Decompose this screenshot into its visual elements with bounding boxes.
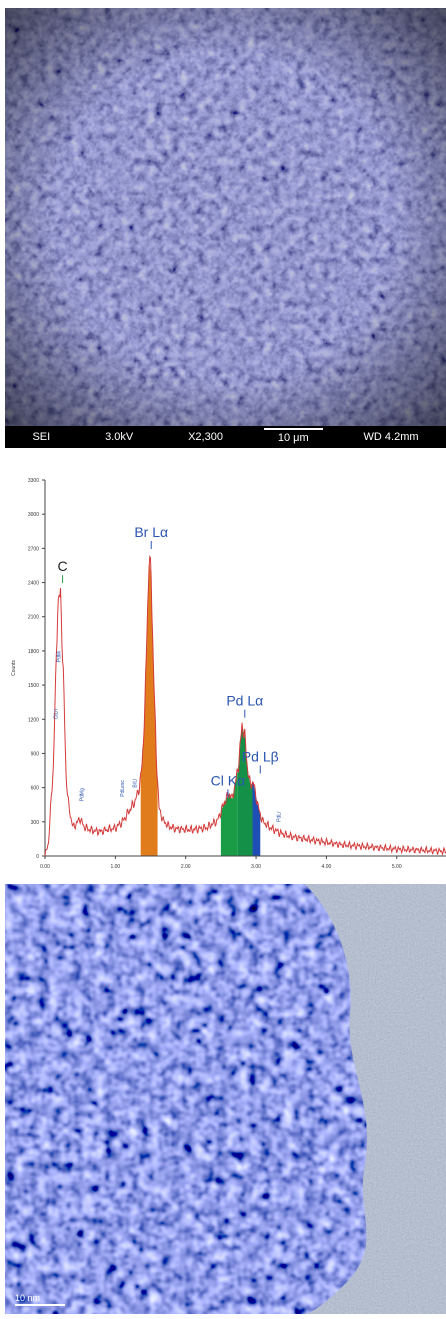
sem-texture	[5, 8, 446, 426]
y-tick-label: 3300	[28, 478, 39, 484]
tem-texture	[5, 884, 446, 1314]
minor-peak-label: ClLn	[54, 709, 60, 720]
tem-micrograph: 10 nm	[5, 884, 446, 1314]
y-tick-label: 3000	[28, 512, 39, 518]
sem-micrograph: SEI 3.0kV X2,300 10 μm WD 4.2mm	[5, 8, 446, 448]
y-tick-label: 1200	[28, 717, 39, 723]
x-tick-label: 2.00	[181, 864, 191, 870]
sem-working-distance: WD 4.2mm	[363, 431, 419, 443]
spectrum-line	[44, 554, 446, 857]
minor-peak-label: PdMi	[56, 651, 62, 662]
sem-info-bar: SEI 3.0kV X2,300 10 μm WD 4.2mm	[5, 426, 446, 448]
y-tick-label: 600	[31, 786, 40, 792]
y-tick-label: 900	[31, 751, 40, 757]
peak-label: Pd Lβ	[242, 748, 279, 764]
x-tick-label: 4.00	[322, 864, 332, 870]
pd-la-peak-fill	[237, 725, 253, 856]
y-tick-label: 1500	[28, 683, 39, 689]
peak-label: Cl Kα	[211, 772, 246, 788]
eds-chart: 0 300 600 900 1200 1500 1800 2100 2400 2700 3000 33…	[11, 478, 446, 870]
minor-peak-label: PdMg	[80, 788, 86, 801]
pd-lb-peak-fill	[252, 781, 261, 856]
y-tick-label: 300	[31, 820, 40, 826]
y-tick-label: 0	[36, 854, 39, 860]
y-axis-label: Counts	[11, 660, 17, 676]
minor-peak-label: PdLr	[277, 811, 283, 822]
tem-scale-bar: 10 nm	[15, 1293, 65, 1306]
x-tick-label: 5.00	[392, 864, 402, 870]
minor-peak-label: PdLesc	[120, 780, 126, 797]
y-tick-label: 2700	[28, 546, 39, 552]
cl-peak-fill	[220, 769, 238, 856]
x-tick-label: 1.00	[110, 864, 120, 870]
x-tick-label: 3.00	[251, 864, 261, 870]
tem-scale-label: 10 nm	[15, 1293, 41, 1303]
eds-spectrum: 0 300 600 900 1200 1500 1800 2100 2400 2700 3000 33…	[5, 458, 446, 876]
minor-peak-label: BrLl	[132, 779, 138, 788]
peak-label: Pd Lα	[226, 693, 263, 709]
br-peak-fill	[140, 559, 158, 856]
y-tick-label: 2100	[28, 615, 39, 621]
sem-magnification: X2,300	[188, 431, 223, 443]
peak-label: C	[58, 558, 68, 574]
sem-voltage: 3.0kV	[105, 431, 134, 443]
peak-label: Br Lα	[134, 524, 168, 540]
sem-scale-bar: 10 μm	[263, 428, 323, 444]
y-tick-label: 2400	[28, 581, 39, 587]
sem-mode: SEI	[32, 431, 51, 443]
y-tick-label: 1800	[28, 649, 39, 655]
x-tick-label: 0.00	[40, 864, 50, 870]
